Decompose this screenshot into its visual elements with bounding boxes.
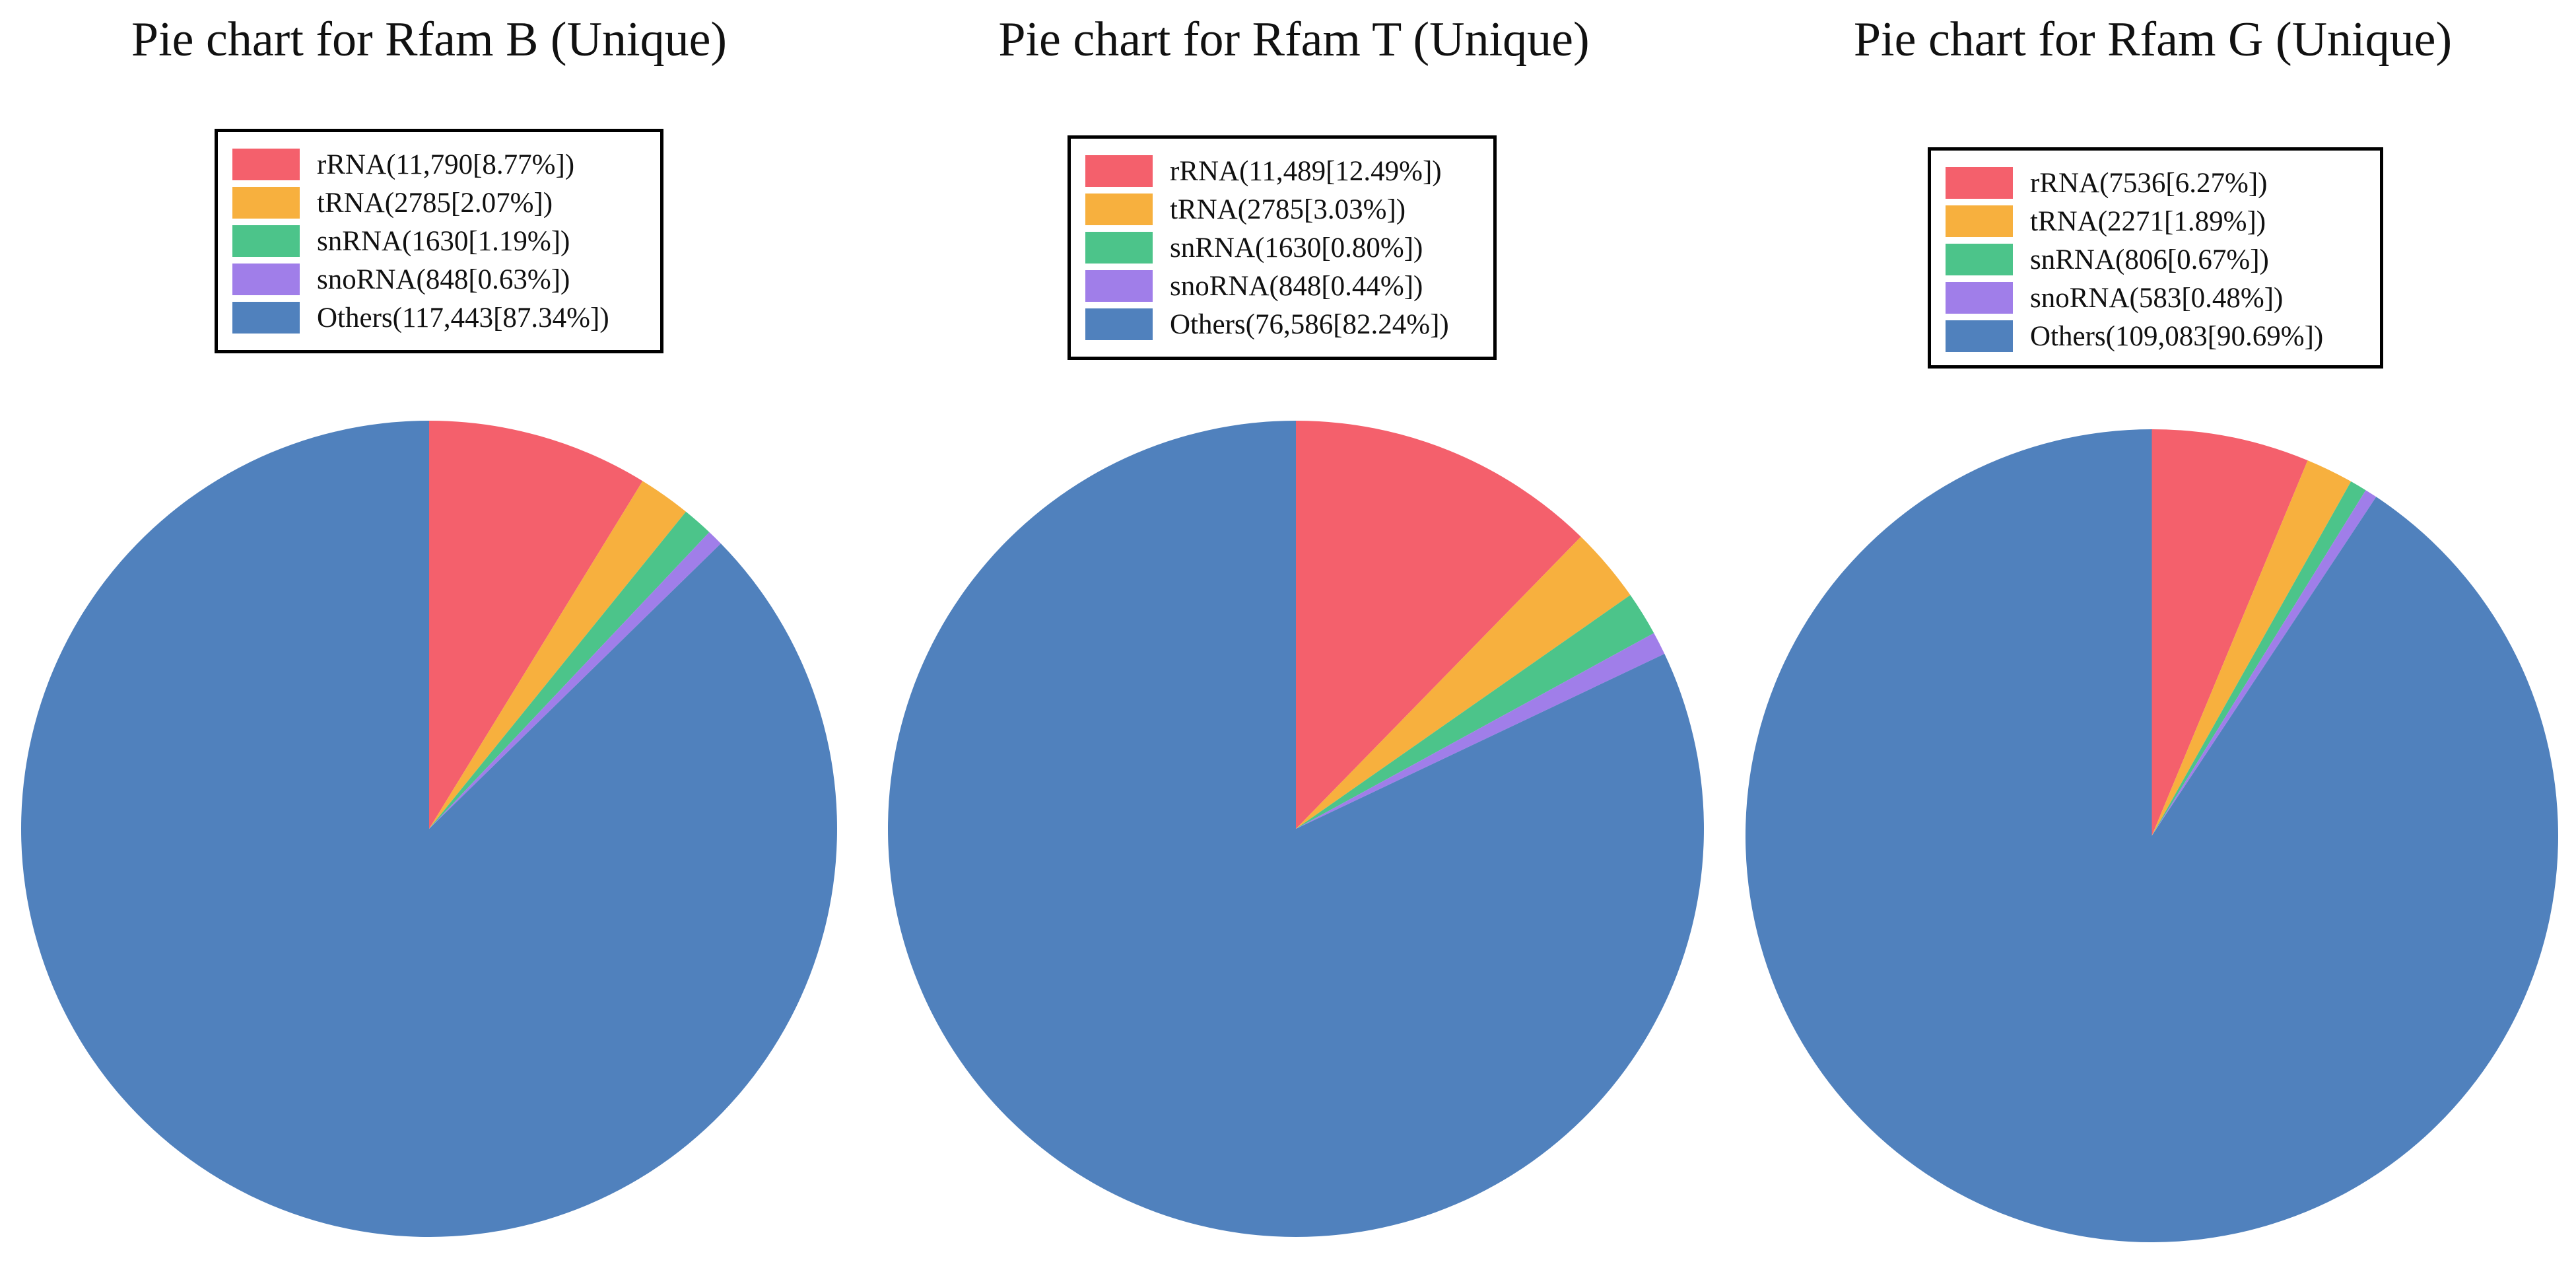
legend-label: rRNA(11,790[8.77%]) <box>317 149 575 180</box>
pie-slice-trna <box>429 481 687 829</box>
legend-item-snorna: snoRNA(583[0.48%]) <box>1946 279 2365 317</box>
legend-swatch-trna <box>1085 194 1153 225</box>
legend-label: rRNA(7536[6.27%]) <box>2030 167 2268 199</box>
legend-swatch-snrna <box>232 225 300 257</box>
legend-swatch-snrna <box>1946 244 2013 275</box>
pie-slice-snorna <box>1296 633 1665 829</box>
chart-title: Pie chart for Rfam G (Unique) <box>1853 13 2453 67</box>
legend-swatch-snrna <box>1085 232 1153 264</box>
legend-swatch-snorna <box>232 264 300 295</box>
pie-slice-rrna <box>1296 421 1581 829</box>
legend-label: Others(109,083[90.69%]) <box>2030 320 2324 352</box>
legend-item-rrna: rRNA(7536[6.27%]) <box>1946 164 2365 202</box>
pie-slice-snrna <box>1296 595 1654 829</box>
pie-slice-others <box>888 421 1704 1237</box>
pie-panel-b: Pie chart for Rfam B (Unique) rRNA(11,79… <box>0 0 858 1268</box>
legend-swatch-others <box>1946 320 2013 352</box>
legend-label: snRNA(1630[1.19%]) <box>317 225 570 257</box>
legend-label: snoRNA(848[0.63%]) <box>317 264 570 295</box>
pie-slice-rrna <box>2152 429 2308 836</box>
legend-label: Others(76,586[82.24%]) <box>1170 308 1449 340</box>
legend-item-rrna: rRNA(11,790[8.77%]) <box>232 145 646 184</box>
legend-swatch-snorna <box>1085 270 1153 302</box>
legend-item-trna: tRNA(2785[2.07%]) <box>232 184 646 222</box>
pie-slice-snrna <box>429 511 710 829</box>
legend-swatch-rrna <box>232 149 300 180</box>
legend-swatch-rrna <box>1946 167 2013 199</box>
legend-label: tRNA(2785[3.03%]) <box>1170 194 1406 225</box>
legend-item-snorna: snoRNA(848[0.44%]) <box>1085 267 1479 305</box>
legend-label: rRNA(11,489[12.49%]) <box>1170 155 1442 187</box>
pie-chart <box>21 421 838 1237</box>
legend-swatch-trna <box>232 187 300 219</box>
legend-item-snorna: snoRNA(848[0.63%]) <box>232 260 646 299</box>
legend-item-others: Others(117,443[87.34%]) <box>232 299 646 337</box>
legend-swatch-rrna <box>1085 155 1153 187</box>
pie-slice-trna <box>2152 460 2352 836</box>
legend: rRNA(11,489[12.49%]) tRNA(2785[3.03%]) s… <box>1068 135 1497 360</box>
legend-label: snRNA(806[0.67%]) <box>2030 244 2269 275</box>
legend-swatch-others <box>1085 308 1153 340</box>
legend-swatch-others <box>232 302 300 334</box>
legend-item-trna: tRNA(2785[3.03%]) <box>1085 190 1479 229</box>
legend-item-others: Others(109,083[90.69%]) <box>1946 317 2365 355</box>
pie-slice-others <box>1746 429 2558 1243</box>
legend-label: Others(117,443[87.34%]) <box>317 302 609 334</box>
pie-panel-t: Pie chart for Rfam T (Unique) rRNA(11,48… <box>868 0 1720 1268</box>
legend-swatch-snorna <box>1946 282 2013 314</box>
pie-slice-snrna <box>2152 481 2366 836</box>
pie-slice-snorna <box>2152 490 2377 836</box>
legend-label: snoRNA(583[0.48%]) <box>2030 282 2284 314</box>
legend-item-trna: tRNA(2271[1.89%]) <box>1946 202 2365 240</box>
legend-swatch-trna <box>1946 205 2013 237</box>
legend: rRNA(7536[6.27%]) tRNA(2271[1.89%]) snRN… <box>1928 147 2383 369</box>
pie-slice-rrna <box>429 421 643 829</box>
legend-label: snoRNA(848[0.44%]) <box>1170 270 1423 302</box>
legend-label: tRNA(2785[2.07%]) <box>317 187 553 219</box>
chart-title: Pie chart for Rfam T (Unique) <box>998 13 1590 67</box>
legend-item-rrna: rRNA(11,489[12.49%]) <box>1085 152 1479 190</box>
pie-chart <box>888 421 1704 1237</box>
legend-item-snrna: snRNA(806[0.67%]) <box>1946 240 2365 279</box>
pie-chart <box>1746 429 2558 1243</box>
pie-slice-others <box>21 421 838 1237</box>
legend-label: tRNA(2271[1.89%]) <box>2030 205 2266 237</box>
chart-title: Pie chart for Rfam B (Unique) <box>131 13 728 67</box>
legend-label: snRNA(1630[0.80%]) <box>1170 232 1423 264</box>
legend-item-snrna: snRNA(1630[0.80%]) <box>1085 229 1479 267</box>
legend: rRNA(11,790[8.77%]) tRNA(2785[2.07%]) sn… <box>215 129 663 353</box>
pie-slice-snorna <box>429 532 721 829</box>
pie-panel-g: Pie chart for Rfam G (Unique) rRNA(7536[… <box>1730 0 2576 1268</box>
legend-item-others: Others(76,586[82.24%]) <box>1085 305 1479 343</box>
pie-slice-trna <box>1296 536 1631 829</box>
legend-item-snrna: snRNA(1630[1.19%]) <box>232 222 646 260</box>
